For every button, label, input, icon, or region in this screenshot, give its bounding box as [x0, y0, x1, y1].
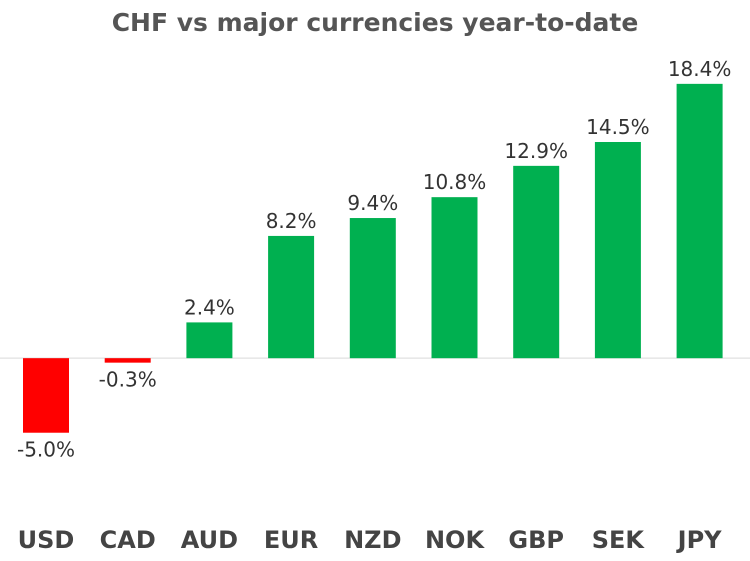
value-label-gbp: 12.9%: [504, 139, 568, 163]
category-label-gbp: GBP: [508, 526, 564, 554]
bar-sek: [594, 142, 641, 359]
category-label-usd: USD: [18, 526, 75, 554]
bar-cad: [104, 358, 151, 363]
value-label-nzd: 9.4%: [347, 191, 398, 215]
bar-eur: [268, 235, 315, 359]
value-label-cad: -0.3%: [99, 368, 157, 392]
category-label-cad: CAD: [100, 526, 156, 554]
category-label-nzd: NZD: [344, 526, 401, 554]
value-label-usd: -5.0%: [17, 438, 75, 462]
value-label-jpy: 18.4%: [668, 57, 732, 81]
bar-nzd: [349, 218, 396, 359]
value-label-sek: 14.5%: [586, 115, 650, 139]
bars-group: [23, 83, 723, 433]
value-label-eur: 8.2%: [266, 209, 317, 233]
bar-jpy: [676, 83, 723, 359]
chart-title: CHF vs major currencies year-to-date: [112, 8, 639, 37]
value-label-nok: 10.8%: [423, 170, 487, 194]
value-labels-group: -5.0% -0.3% 2.4% 8.2% 9.4% 10.8% 12.9% 14.5% 18.…: [17, 57, 731, 462]
bar-usd: [23, 358, 69, 433]
category-labels-group: USD CAD AUD EUR NZD NOK GBP SEK JPY: [18, 526, 723, 554]
value-label-aud: 2.4%: [184, 295, 235, 319]
bar-gbp: [513, 165, 560, 359]
category-label-sek: SEK: [592, 526, 646, 554]
bar-nok: [431, 197, 478, 359]
category-label-jpy: JPY: [676, 526, 723, 554]
category-label-eur: EUR: [264, 526, 318, 554]
category-label-aud: AUD: [181, 526, 238, 554]
category-label-nok: NOK: [425, 526, 485, 554]
bar-aud: [186, 322, 233, 359]
